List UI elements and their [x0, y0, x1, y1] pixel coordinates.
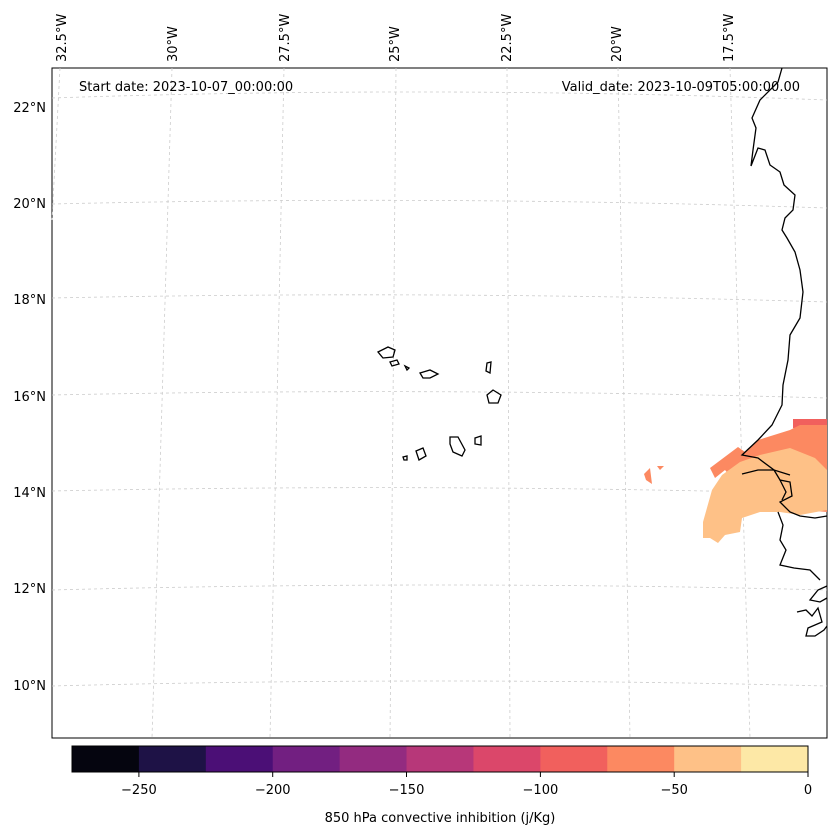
- gridline-lat-14: [51, 487, 828, 495]
- island-maio: [474, 435, 482, 446]
- colorbar-frame: [71, 745, 809, 773]
- colorbar-tick-label: −200: [255, 783, 291, 798]
- colorbar-tick-label: −100: [523, 783, 559, 798]
- bay-inlet: [779, 479, 787, 501]
- colorbar-tick-label: −250: [121, 783, 157, 798]
- lat-label-18: 18°N: [13, 293, 46, 308]
- gridline-lon-27-5: [269, 67, 285, 739]
- colorbar-tick-label: −150: [389, 783, 425, 798]
- colorbar: −250 −200 −150 −100 −50 0 850 hPa convec…: [71, 745, 812, 826]
- gridline-lat-18: [51, 294, 828, 303]
- colorbar-band: [607, 746, 675, 772]
- lon-label-20: 20°W: [610, 26, 625, 62]
- island-brava: [402, 455, 408, 461]
- gridline-lat-12: [51, 584, 828, 591]
- lon-label-27-5: 27.5°W: [278, 14, 293, 62]
- latitude-labels: 22°N 20°N 18°N 16°N 14°N 12°N 10°N: [13, 101, 46, 694]
- colorbar-band: [339, 746, 408, 772]
- colorbar-tick-labels: −250 −200 −150 −100 −50 0: [121, 783, 812, 798]
- gridline-lon-25: [389, 67, 397, 739]
- gridline-lat-16: [51, 391, 828, 399]
- gambia-river: [741, 469, 791, 476]
- colorbar-band: [674, 746, 742, 772]
- valid-date-label: Valid_date: 2023-10-09T05:00:00.00: [562, 80, 800, 95]
- start-date-label: Start date: 2023-10-07_00:00:00: [79, 80, 293, 95]
- gridline-lat-22: [51, 91, 828, 101]
- cin-speck-b: [657, 466, 664, 470]
- colorbar-ticks: [138, 772, 809, 777]
- lat-label-16: 16°N: [13, 390, 46, 405]
- island-fogo: [415, 447, 427, 461]
- gridline-lat-10: [51, 680, 828, 687]
- map-panel: [51, 67, 828, 739]
- island-sal: [485, 361, 492, 375]
- lat-label-14: 14°N: [13, 486, 46, 501]
- colorbar-band: [138, 746, 207, 772]
- island-boa-vista: [486, 389, 502, 404]
- colorbar-band: [473, 746, 541, 772]
- colorbar-label: 850 hPa convective inhibition (j/Kg): [325, 811, 556, 826]
- lat-label-22: 22°N: [13, 101, 46, 116]
- longitude-labels: 32.5°W 30°W 27.5°W 25°W 22.5°W 20°W 17.5…: [55, 14, 737, 62]
- lon-label-17-5: 17.5°W: [722, 14, 737, 62]
- colorbar-band: [406, 746, 474, 772]
- colorbar-band: [205, 746, 274, 772]
- gridline-lon-32-5: [51, 67, 61, 221]
- coastlines: [376, 67, 828, 637]
- colorbar-band: [540, 746, 608, 772]
- cin-speck-a: [644, 468, 652, 484]
- graticule: [51, 67, 828, 739]
- island-sao-nicolau: [419, 369, 440, 379]
- lat-label-20: 20°N: [13, 197, 46, 212]
- gridline-lon-22-5: [506, 67, 511, 739]
- lon-label-30: 30°W: [166, 26, 181, 62]
- coastline-sierra-leone: [796, 606, 828, 637]
- coastline-guinea-a: [777, 511, 821, 581]
- island-santa-luzia: [403, 364, 411, 372]
- gridline-lon-20: [617, 67, 631, 739]
- cin-contours: [644, 419, 827, 543]
- colorbar-band: [72, 746, 140, 772]
- map-frame: [51, 67, 828, 739]
- gridline-lat-20: [51, 199, 828, 209]
- lon-label-32-5: 32.5°W: [55, 14, 70, 62]
- colorbar-band: [272, 746, 341, 772]
- colorbar-band: [741, 746, 809, 772]
- cin-band-minus-50-to-25: [703, 448, 827, 543]
- colorbar-tick-label: −50: [660, 783, 687, 798]
- island-sao-vicente: [389, 359, 400, 367]
- colorbar-bands: [72, 746, 809, 772]
- lon-label-25: 25°W: [388, 26, 403, 62]
- lon-label-22-5: 22.5°W: [500, 14, 515, 62]
- gridline-lon-17-5: [729, 67, 751, 739]
- lat-label-10: 10°N: [13, 679, 46, 694]
- island-santo-antao: [376, 346, 396, 359]
- coastline-guinea-b: [808, 585, 828, 603]
- colorbar-tick-label: 0: [804, 783, 812, 798]
- african-coastline: [740, 67, 828, 519]
- lat-label-12: 12°N: [13, 582, 46, 597]
- gridline-lon-30: [151, 67, 173, 739]
- island-santiago: [449, 436, 466, 457]
